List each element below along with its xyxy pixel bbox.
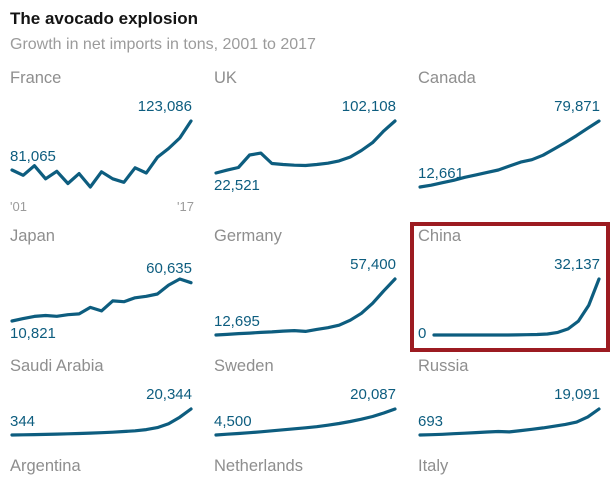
country-panel: Sweden 4,500 20,087 (214, 355, 398, 445)
axis-end-label: '17 (177, 199, 194, 214)
sparkline-chart: 22,521 102,108 (214, 95, 398, 197)
x-axis-labels: '01 '17 (10, 199, 194, 215)
line-chart-svg (214, 277, 397, 337)
end-value-label: 20,344 (146, 386, 192, 403)
end-value-label: 57,400 (350, 256, 396, 273)
start-value-label: 12,661 (418, 165, 464, 182)
start-value-label: 12,695 (214, 313, 260, 330)
country-label: Germany (214, 227, 282, 245)
country-panel: UK 22,521 102,108 (214, 67, 398, 215)
line-chart-svg (214, 407, 397, 437)
country-label: Canada (418, 69, 476, 87)
line-chart-svg (418, 119, 601, 189)
axis-start-label: '01 (10, 199, 27, 214)
sparkline-chart: 12,695 57,400 (214, 253, 398, 345)
sparkline-chart: 0 32,137 (418, 253, 602, 345)
country-label: Sweden (214, 357, 274, 375)
country-label: China (418, 227, 462, 245)
country-panel: Argentina (10, 455, 194, 488)
country-panel: China 0 32,137 (410, 222, 610, 352)
small-multiples-grid: France 81,065 123,086 '01 '17 UK 22,521 … (10, 67, 610, 488)
country-label: UK (214, 69, 237, 87)
end-value-label: 79,871 (554, 98, 600, 115)
line-chart-svg (10, 407, 193, 437)
sparkline-chart: 81,065 123,086 (10, 95, 194, 197)
country-label: France (10, 69, 62, 87)
end-value-label: 19,091 (554, 386, 600, 403)
line-chart-svg (10, 277, 193, 323)
country-label: Saudi Arabia (10, 357, 104, 375)
country-panel: Canada 12,661 79,871 (418, 67, 602, 215)
page-title: The avocado explosion (10, 9, 198, 28)
country-panel: Germany 12,695 57,400 (214, 225, 398, 345)
start-value-label: 0 (418, 325, 427, 342)
line-chart-svg (418, 483, 612, 488)
country-panel: Japan 10,821 60,635 (10, 225, 194, 345)
line-chart-svg (214, 119, 397, 175)
sparkline-chart: 12,661 79,871 (418, 95, 602, 197)
start-value-label: 4,500 (214, 413, 252, 430)
start-value-label: 344 (10, 413, 36, 430)
sparkline-chart (214, 483, 398, 488)
country-panel: Italy (418, 455, 602, 488)
end-value-label: 20,087 (350, 386, 396, 403)
end-value-label: 123,086 (137, 98, 192, 115)
start-value-label: 81,065 (10, 148, 56, 165)
country-label: Italy (418, 457, 449, 475)
country-label: Netherlands (214, 457, 303, 475)
sparkline-chart: 4,500 20,087 (214, 383, 398, 445)
sparkline-chart: 693 19,091 (418, 383, 602, 445)
page-subtitle: Growth in net imports in tons, 2001 to 2… (10, 36, 316, 53)
start-value-label: 10,821 (10, 325, 56, 342)
end-value-label: 102,108 (341, 98, 396, 115)
sparkline-chart (10, 483, 194, 488)
sparkline-chart: 344 20,344 (10, 383, 194, 445)
sparkline-chart (418, 483, 602, 488)
end-value-label: 32,137 (554, 256, 600, 273)
country-panel: France 81,065 123,086 '01 '17 (10, 67, 194, 215)
start-value-label: 693 (418, 413, 444, 430)
line-chart-svg (432, 277, 601, 337)
line-chart-svg (10, 119, 193, 189)
line-chart-svg (418, 407, 601, 437)
country-panel: Saudi Arabia 344 20,344 (10, 355, 194, 445)
sparkline-chart: 10,821 60,635 (10, 253, 194, 345)
start-value-label: 22,521 (214, 177, 260, 194)
country-panel: Russia 693 19,091 (418, 355, 602, 445)
end-value-label: 60,635 (146, 259, 192, 277)
country-panel: Netherlands (214, 455, 398, 488)
country-label: Argentina (10, 457, 81, 475)
country-label: Russia (418, 357, 469, 375)
country-label: Japan (10, 227, 55, 245)
